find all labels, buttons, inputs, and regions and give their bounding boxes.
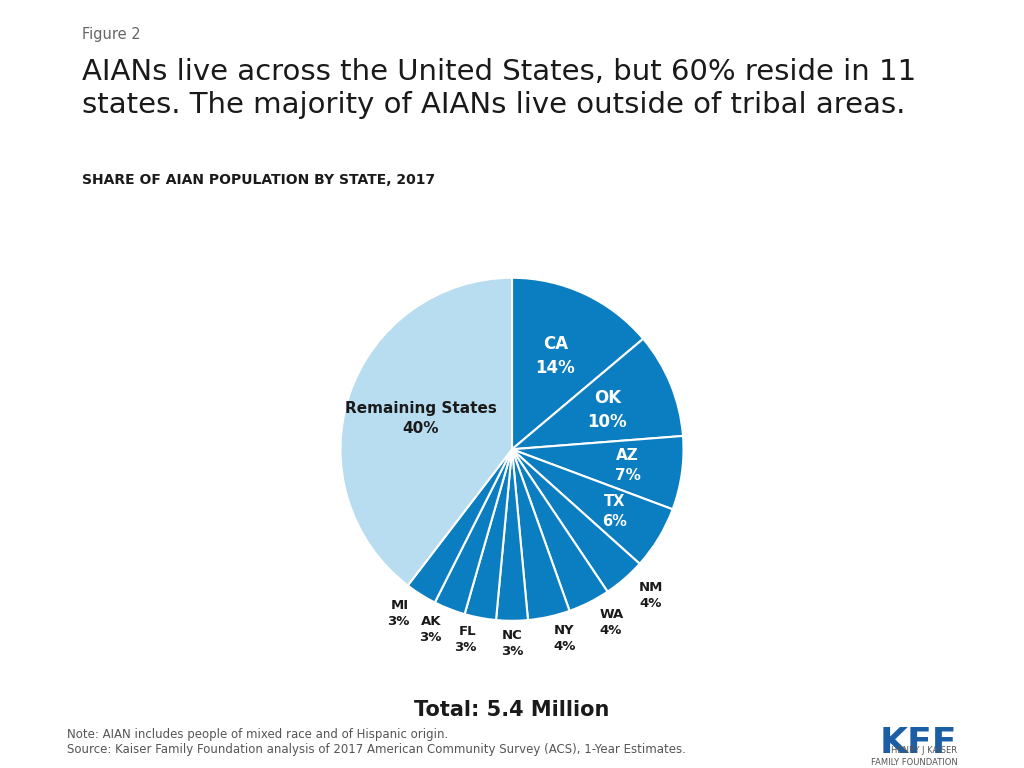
Text: Total: 5.4 Million: Total: 5.4 Million xyxy=(415,700,609,720)
Wedge shape xyxy=(512,436,683,509)
Wedge shape xyxy=(496,449,528,621)
Text: KFF: KFF xyxy=(880,726,957,760)
Text: Note: AIAN includes people of mixed race and of Hispanic origin.: Note: AIAN includes people of mixed race… xyxy=(67,728,447,741)
Wedge shape xyxy=(512,449,569,620)
Text: AZ
7%: AZ 7% xyxy=(614,449,640,483)
Text: Figure 2: Figure 2 xyxy=(82,27,140,42)
Wedge shape xyxy=(512,449,640,591)
Wedge shape xyxy=(512,449,673,564)
Text: SHARE OF AIAN POPULATION BY STATE, 2017: SHARE OF AIAN POPULATION BY STATE, 2017 xyxy=(82,173,435,187)
Text: FL
3%: FL 3% xyxy=(454,625,476,654)
Wedge shape xyxy=(512,449,607,611)
Text: WA
4%: WA 4% xyxy=(599,608,624,637)
Wedge shape xyxy=(341,278,512,585)
Text: TX
6%: TX 6% xyxy=(602,494,627,529)
Wedge shape xyxy=(408,449,512,602)
Text: NM
4%: NM 4% xyxy=(639,581,664,610)
Wedge shape xyxy=(512,339,683,449)
Text: Remaining States
40%: Remaining States 40% xyxy=(345,401,497,436)
Text: Source: Kaiser Family Foundation analysis of 2017 American Community Survey (ACS: Source: Kaiser Family Foundation analysi… xyxy=(67,743,685,756)
Wedge shape xyxy=(512,278,643,449)
Text: HENRY J KAISER
FAMILY FOUNDATION: HENRY J KAISER FAMILY FOUNDATION xyxy=(870,746,957,766)
Text: CA
14%: CA 14% xyxy=(536,335,575,377)
Text: AIANs live across the United States, but 60% reside in 11
states. The majority o: AIANs live across the United States, but… xyxy=(82,58,916,119)
Text: NC
3%: NC 3% xyxy=(501,628,523,657)
Text: MI
3%: MI 3% xyxy=(387,599,409,628)
Text: OK
10%: OK 10% xyxy=(588,389,627,431)
Wedge shape xyxy=(465,449,512,620)
Wedge shape xyxy=(435,449,512,614)
Text: AK
3%: AK 3% xyxy=(419,615,441,644)
Text: NY
4%: NY 4% xyxy=(554,624,577,653)
